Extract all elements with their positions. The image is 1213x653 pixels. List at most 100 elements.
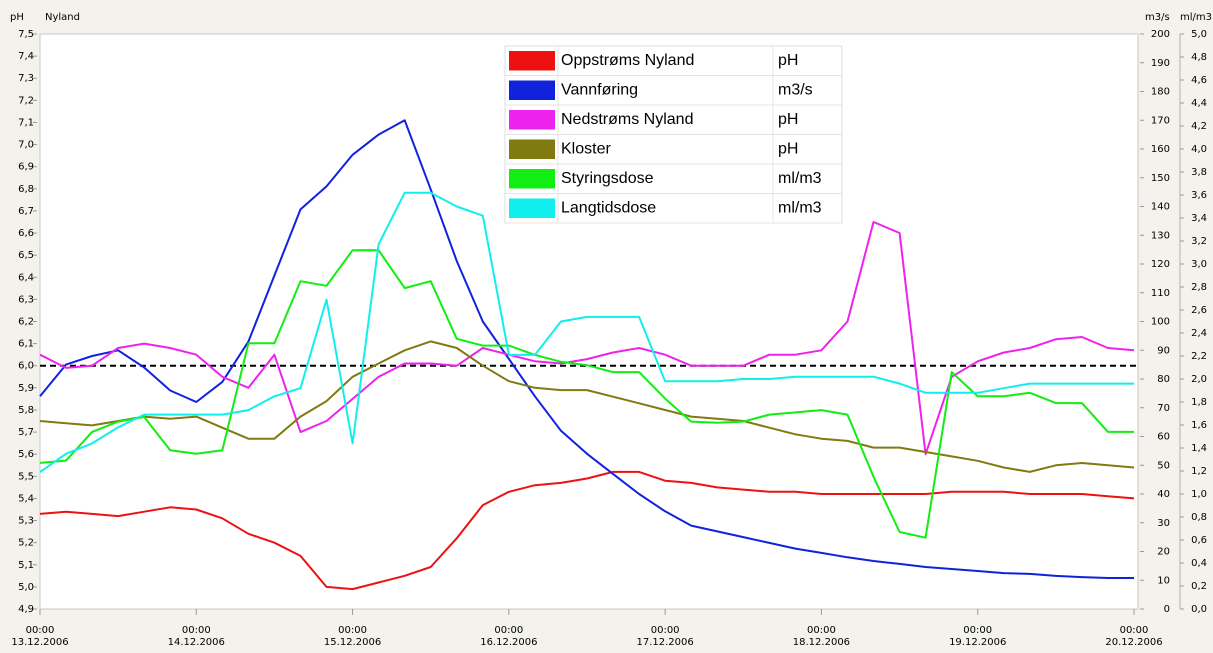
- y3-tick-label: 3,6: [1191, 190, 1207, 201]
- legend-label: Oppstrøms Nyland: [561, 52, 694, 69]
- legend-label: Kloster: [561, 140, 611, 157]
- y-tick-label: 6,3: [18, 294, 34, 305]
- series-line: [39, 249, 1134, 539]
- y3-tick-label: 2,6: [1191, 305, 1207, 316]
- y3-tick-label: 0,2: [1191, 581, 1207, 592]
- y-tick-label: 7,2: [18, 95, 34, 106]
- y-tick-label: 6,5: [18, 250, 34, 261]
- x-tick-label: 00:00 14.12.2006: [167, 625, 225, 648]
- y3-tick-label: 1,2: [1191, 466, 1207, 477]
- y-tick-label: 7,1: [18, 117, 34, 128]
- y2-tick-label: 0: [1164, 604, 1170, 615]
- y2-tick-label: 190: [1151, 58, 1170, 69]
- y2-tick-label: 120: [1151, 259, 1170, 270]
- legend-unit: ml/m3: [778, 170, 822, 187]
- y3-tick-label: 2,0: [1191, 374, 1207, 385]
- x-tick-label: 00:00 13.12.2006: [11, 625, 69, 648]
- y-tick-label: 6,7: [18, 206, 34, 217]
- y2-tick-label: 100: [1151, 317, 1170, 328]
- y3-axis-title: ml/m3: [1180, 12, 1212, 23]
- y-tick-label: 6,8: [18, 184, 34, 195]
- y3-tick-label: 1,6: [1191, 420, 1207, 431]
- legend-swatch: [509, 198, 555, 218]
- legend-unit: m3/s: [778, 81, 813, 98]
- series-line: [39, 119, 1134, 579]
- x-tick-label: 00:00 15.12.2006: [323, 625, 382, 648]
- legend-label: Nedstrøms Nyland: [561, 111, 693, 128]
- y3-tick-label: 3,0: [1191, 259, 1207, 270]
- y-tick-label: 5,3: [18, 516, 34, 527]
- y-tick-label: 4,9: [18, 604, 34, 615]
- legend-swatch: [509, 139, 555, 159]
- y3-tick-label: 0,8: [1191, 512, 1207, 523]
- y3-tick-label: 4,2: [1191, 121, 1207, 132]
- legend-label: Vannføring: [561, 81, 638, 98]
- y-tick-label: 6,1: [18, 339, 34, 350]
- y-tick-label: 5,0: [18, 582, 34, 593]
- y-tick-label: 5,1: [18, 560, 34, 571]
- y2-tick-label: 180: [1151, 87, 1170, 98]
- legend-swatch: [509, 169, 555, 189]
- y3-tick-label: 4,8: [1191, 52, 1207, 63]
- series-line: [39, 340, 1135, 473]
- y3-tick-label: 3,2: [1191, 236, 1207, 247]
- y3-tick-label: 3,4: [1191, 213, 1207, 224]
- series-line: [39, 191, 1134, 473]
- x-tick-label: 00:00 19.12.2006: [949, 625, 1007, 648]
- legend-unit: pH: [778, 52, 798, 69]
- y2-tick-label: 110: [1151, 288, 1170, 299]
- y2-tick-label: 160: [1151, 144, 1170, 155]
- y3-tick-label: 4,0: [1191, 144, 1207, 155]
- legend-unit: pH: [778, 111, 798, 128]
- y2-axis-title: m3/s: [1145, 12, 1170, 23]
- y-tick-label: 6,0: [18, 361, 34, 372]
- y3-tick-label: 4,4: [1191, 98, 1207, 109]
- legend-label: Langtidsdose: [561, 199, 656, 216]
- y-tick-label: 7,0: [18, 140, 34, 151]
- y-tick-label: 7,5: [18, 29, 34, 40]
- y3-tick-label: 2,8: [1191, 282, 1207, 293]
- legend-swatch: [509, 80, 555, 100]
- series-line: [39, 470, 1135, 591]
- y-tick-label: 7,4: [18, 51, 34, 62]
- y2-tick-label: 170: [1151, 115, 1170, 126]
- y3-tick-label: 1,0: [1191, 489, 1207, 500]
- y-tick-label: 5,2: [18, 538, 34, 549]
- y2-tick-label: 40: [1157, 489, 1170, 500]
- y2-tick-label: 90: [1157, 345, 1170, 356]
- y2-tick-label: 70: [1157, 403, 1170, 414]
- y2-tick-label: 130: [1151, 230, 1170, 241]
- y2-tick-label: 10: [1157, 575, 1170, 586]
- y3-tick-label: 0,4: [1191, 558, 1207, 569]
- y2-tick-label: 50: [1157, 460, 1170, 471]
- y-tick-label: 5,8: [18, 405, 34, 416]
- y-tick-label: 5,5: [18, 471, 34, 482]
- y3-tick-label: 4,6: [1191, 75, 1207, 86]
- legend-swatch: [509, 110, 555, 130]
- y2-tick-label: 30: [1157, 518, 1170, 529]
- y2-tick-label: 60: [1157, 432, 1170, 443]
- y3-tick-label: 5,0: [1191, 29, 1207, 40]
- y-axis-subtitle: Nyland: [45, 12, 80, 23]
- y3-tick-label: 2,2: [1191, 351, 1207, 362]
- y-tick-label: 5,4: [18, 493, 34, 504]
- y-tick-label: 5,6: [18, 449, 34, 460]
- y2-tick-label: 80: [1157, 374, 1170, 385]
- y2-tick-label: 200: [1151, 29, 1170, 40]
- y3-tick-label: 3,8: [1191, 167, 1207, 178]
- y3-tick-label: 1,4: [1191, 443, 1207, 454]
- legend-swatch: [509, 51, 555, 71]
- y2-tick-label: 20: [1157, 547, 1170, 558]
- y-tick-label: 6,2: [18, 317, 34, 328]
- y3-tick-label: 2,4: [1191, 328, 1207, 339]
- x-tick-label: 00:00 20.12.2006: [1105, 625, 1163, 648]
- y2-tick-label: 140: [1151, 202, 1170, 213]
- y2-tick-label: 150: [1151, 173, 1170, 184]
- y3-tick-label: 1,8: [1191, 397, 1207, 408]
- legend-unit: ml/m3: [778, 199, 822, 216]
- legend-unit: pH: [778, 140, 798, 157]
- y3-tick-label: 0,6: [1191, 535, 1207, 546]
- y-axis-title: pH: [10, 12, 24, 23]
